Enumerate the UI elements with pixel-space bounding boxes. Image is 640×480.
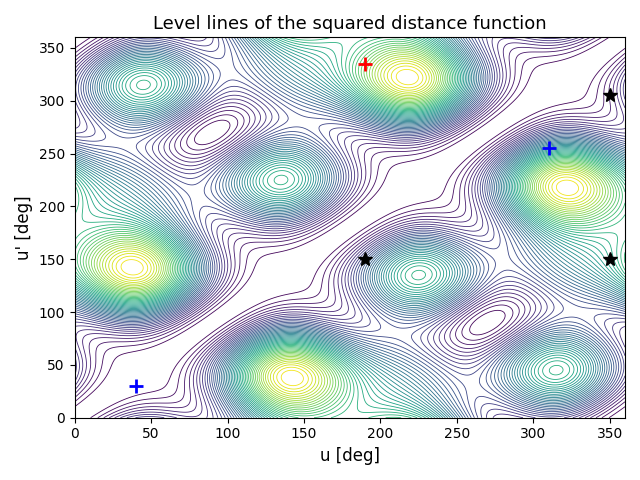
X-axis label: u [deg]: u [deg] xyxy=(320,447,380,465)
Y-axis label: u' [deg]: u' [deg] xyxy=(15,195,33,260)
Title: Level lines of the squared distance function: Level lines of the squared distance func… xyxy=(153,15,547,33)
